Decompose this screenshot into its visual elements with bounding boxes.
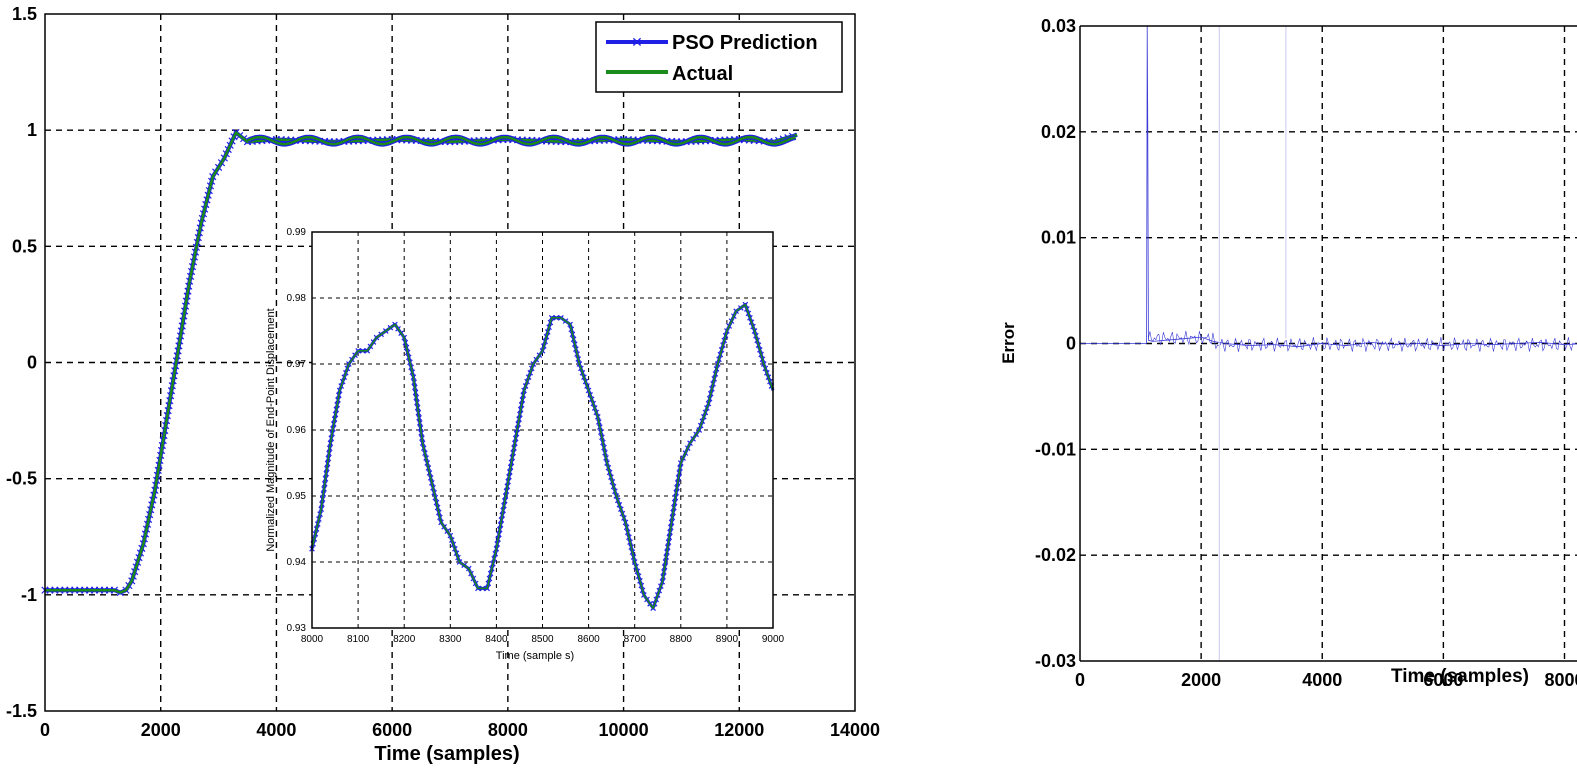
inset-series-line-actual bbox=[311, 303, 774, 609]
inset-y-tick-label: 0.98 bbox=[287, 293, 307, 304]
main-y-tick-label: 0.5 bbox=[12, 236, 37, 256]
main-x-tick-label: 12000 bbox=[714, 720, 764, 740]
legend-box bbox=[595, 21, 843, 93]
error-ticks: 0 2000 4000 6000 8000 0.03 0.02 0.01 0 -0.01 -0.02… bbox=[1035, 16, 1577, 690]
main-x-tick-label: 0 bbox=[40, 720, 50, 740]
main-x-tick-label: 6000 bbox=[372, 720, 412, 740]
main-x-tick-label: 2000 bbox=[141, 720, 181, 740]
inset-x-tick-label: 8900 bbox=[716, 634, 739, 645]
error-y-tick-label: -0.01 bbox=[1035, 439, 1076, 459]
inset-x-tick-label: 8500 bbox=[531, 634, 554, 645]
main-x-tick-label: 4000 bbox=[256, 720, 296, 740]
main-x-tick-label: 8000 bbox=[488, 720, 528, 740]
inset-y-tick-label: 0.96 bbox=[287, 425, 307, 436]
inset-x-axis-label: Time (sample s) bbox=[496, 650, 574, 662]
error-y-tick-label: -0.02 bbox=[1035, 545, 1076, 565]
error-y-tick-label: 0.02 bbox=[1041, 122, 1076, 142]
main-x-axis-label: Time (samples) bbox=[374, 743, 519, 765]
inset-x-tick-label: 8700 bbox=[624, 634, 647, 645]
error-x-tick-label: 8000 bbox=[1544, 670, 1577, 690]
main-chart: 0 2000 4000 6000 8000 10000 12000 14000 1.5 1 0.5 0… bbox=[6, 4, 880, 765]
error-x-axis-label: Time (samples) bbox=[1391, 666, 1529, 687]
inset-y-axis-label: Normalized Magnitude of End-Point Displa… bbox=[265, 308, 277, 551]
error-y-tick-label: 0.01 bbox=[1041, 228, 1076, 248]
inset-x-tick-label: 8300 bbox=[439, 634, 462, 645]
main-plot-frame bbox=[44, 13, 856, 712]
legend-label-actual: Actual bbox=[672, 63, 733, 85]
main-steady-state-actual bbox=[246, 135, 796, 146]
error-chart: 0 2000 4000 6000 8000 0.03 0.02 0.01 0 -0.01 -0.02… bbox=[999, 16, 1577, 690]
main-legend: ✕ PSO Prediction Actual bbox=[595, 21, 843, 93]
inset-x-tick-label: 9000 bbox=[762, 634, 785, 645]
inset-series bbox=[309, 301, 775, 612]
inset-x-tick-label: 8400 bbox=[485, 634, 508, 645]
inset-y-tick-label: 0.94 bbox=[287, 557, 307, 568]
error-x-tick-label: 6000 bbox=[1423, 670, 1463, 690]
inset-x-tick-label: 8200 bbox=[393, 634, 416, 645]
error-x-tick-label: 4000 bbox=[1302, 670, 1342, 690]
error-grid bbox=[1080, 26, 1577, 661]
main-y-tick-label: -0.5 bbox=[6, 469, 37, 489]
inset-x-tick-label: 8100 bbox=[347, 634, 370, 645]
main-series bbox=[41, 128, 798, 597]
inset-ticks: 8000 8100 8200 8300 8400 8500 8600 8700 8800 8900… bbox=[287, 227, 785, 645]
error-y-axis-label: Error bbox=[999, 322, 1018, 364]
inset-x-tick-label: 8600 bbox=[577, 634, 600, 645]
inset-plot-frame bbox=[311, 231, 774, 629]
inset-x-tick-label: 8800 bbox=[670, 634, 693, 645]
inset-chart: 8000 8100 8200 8300 8400 8500 8600 8700 8800 8900… bbox=[265, 227, 785, 662]
error-x-tick-label: 0 bbox=[1075, 670, 1085, 690]
inset-x-tick-label: 8000 bbox=[301, 634, 324, 645]
error-series-line-error bbox=[1080, 25, 1577, 348]
inset-y-tick-label: 0.93 bbox=[287, 623, 307, 634]
inset-y-tick-label: 0.95 bbox=[287, 491, 307, 502]
main-y-tick-label: -1 bbox=[21, 585, 37, 605]
main-y-tick-label: 0 bbox=[27, 353, 37, 373]
main-y-tick-label: 1.5 bbox=[12, 4, 37, 24]
error-series bbox=[1080, 25, 1577, 661]
error-y-tick-label: -0.03 bbox=[1035, 651, 1076, 671]
inset-y-tick-label: 0.99 bbox=[287, 227, 307, 238]
main-y-tick-label: 1 bbox=[27, 120, 37, 140]
error-y-tick-label: 0.03 bbox=[1041, 16, 1076, 36]
legend-label-pso: PSO Prediction bbox=[672, 32, 818, 54]
error-x-tick-label: 2000 bbox=[1181, 670, 1221, 690]
main-x-tick-label: 14000 bbox=[830, 720, 880, 740]
legend-marker-pso: ✕ bbox=[631, 34, 643, 50]
main-x-tick-label: 10000 bbox=[599, 720, 649, 740]
error-y-tick-label: 0 bbox=[1066, 334, 1076, 354]
main-ticks: 0 2000 4000 6000 8000 10000 12000 14000 1.5 1 0.5 0… bbox=[6, 4, 880, 740]
inset-y-tick-label: 0.97 bbox=[287, 359, 307, 370]
main-y-tick-label: -1.5 bbox=[6, 701, 37, 721]
